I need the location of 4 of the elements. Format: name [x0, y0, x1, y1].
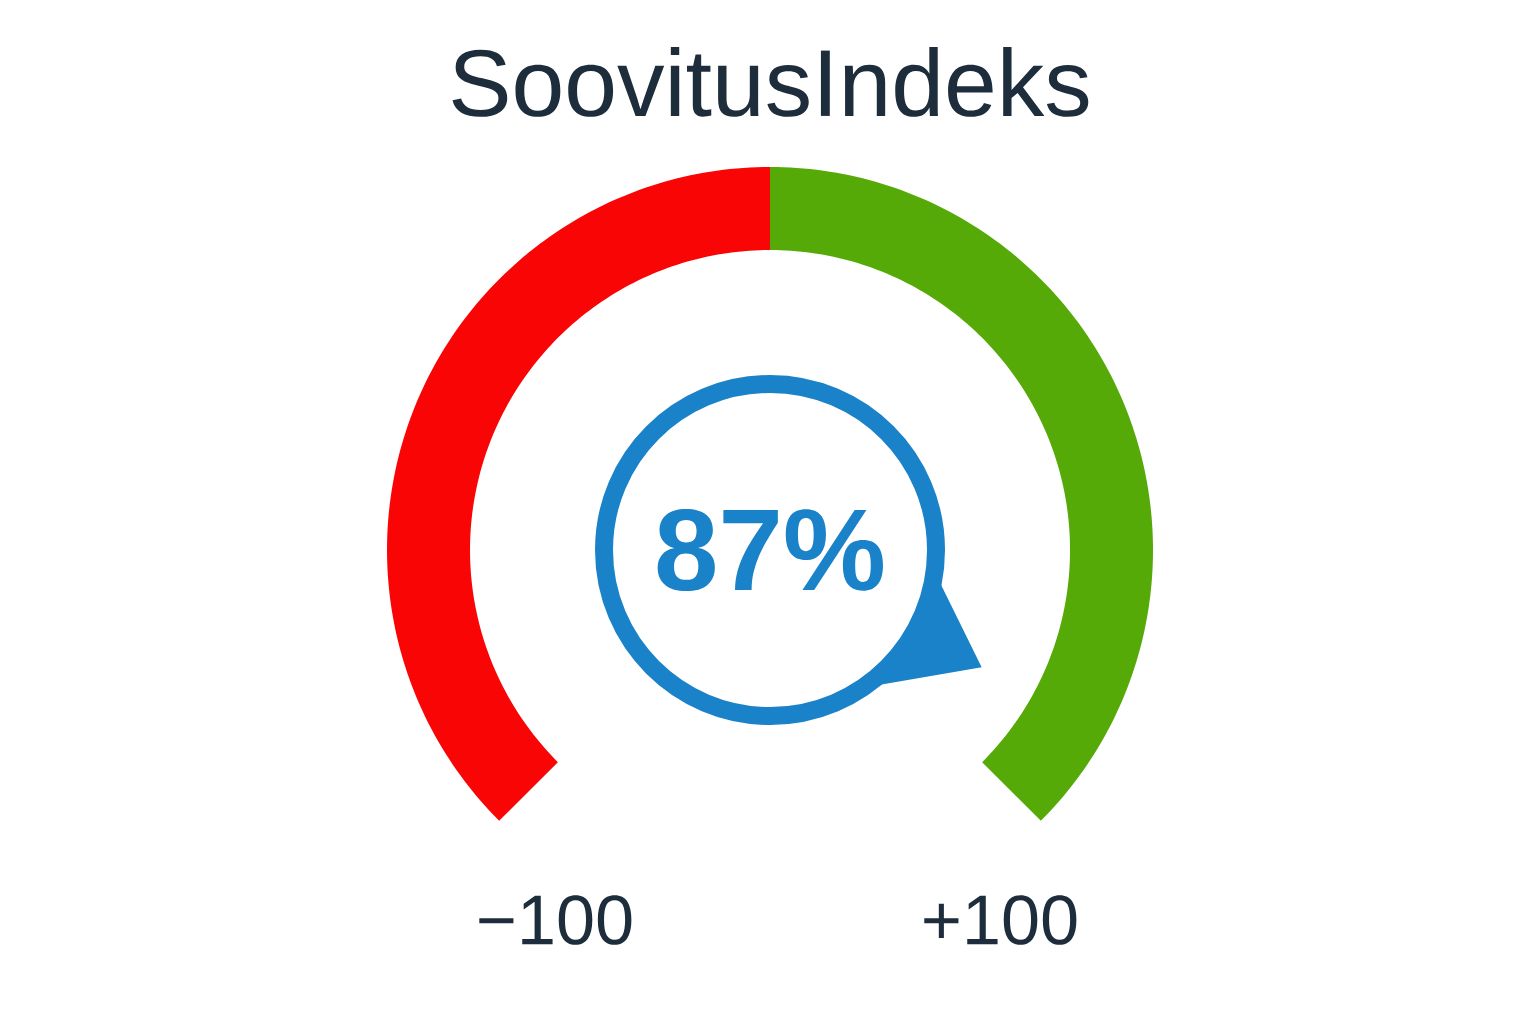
text: 87%: [657, 508, 883, 592]
text: +100: [924, 895, 1077, 945]
chart-title: SoovitusIndeks: [452, 47, 1089, 117]
text: −100: [479, 895, 632, 945]
